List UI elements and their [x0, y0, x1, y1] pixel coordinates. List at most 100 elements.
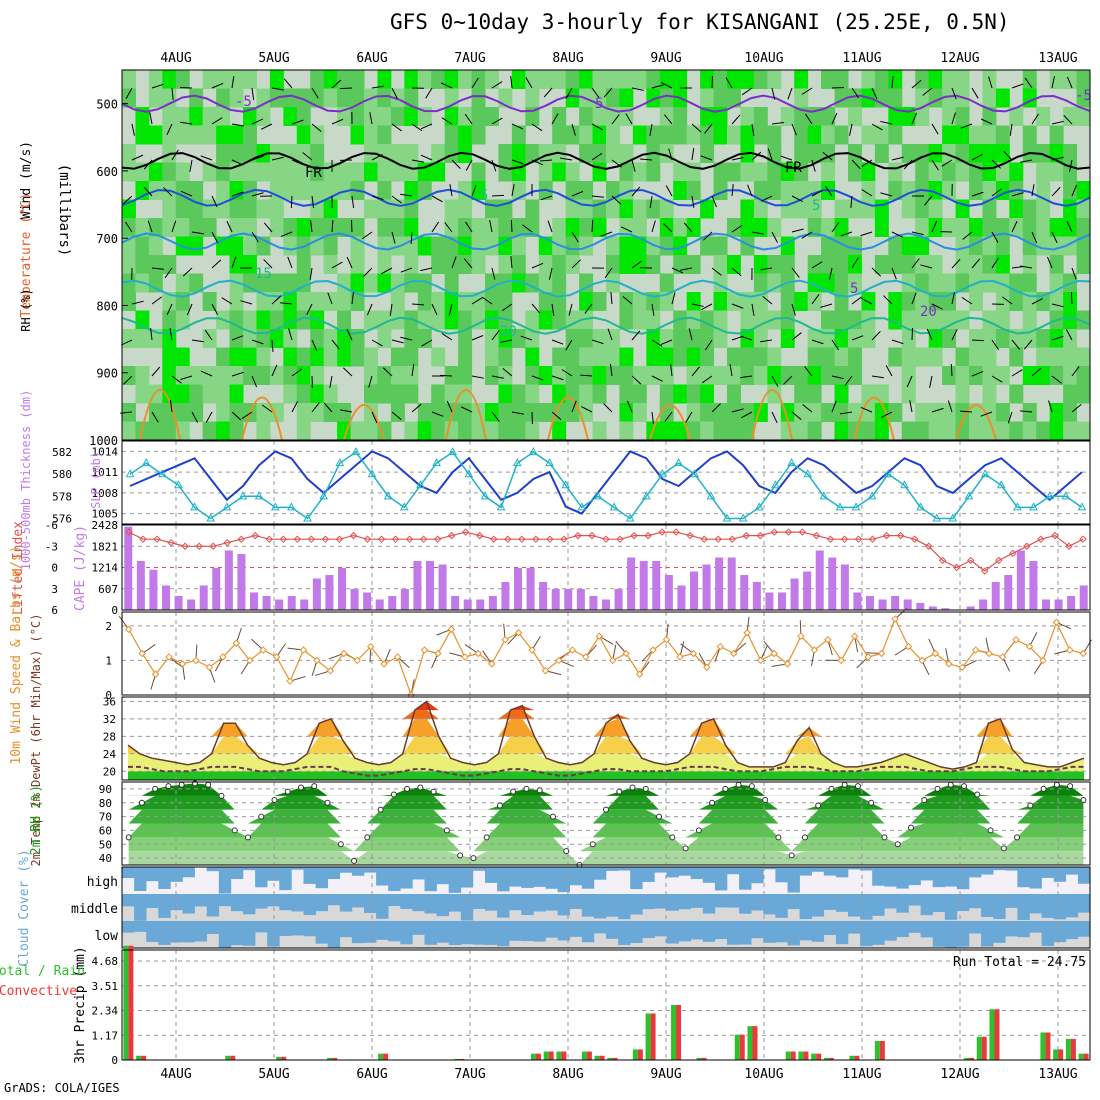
profile-ylabel: (millibars) [56, 164, 72, 257]
rh2m-marker [205, 781, 212, 788]
wind-barb [543, 87, 553, 98]
lifted-index-marker [237, 535, 245, 543]
rh-cell [646, 366, 661, 385]
contour-label: 5 [850, 281, 858, 297]
rh-cell [498, 255, 513, 274]
rh-cell [310, 181, 325, 200]
wind-barb [302, 152, 313, 161]
bottom-date-label: 4AUG [160, 1067, 191, 1082]
cloud-level-label: middle [71, 902, 118, 917]
rh-cell [1022, 403, 1037, 422]
rh-cell [525, 218, 540, 237]
wind-barb [491, 375, 504, 379]
wind-barb [525, 77, 533, 89]
rh-cell [390, 403, 405, 422]
cloud-bar [811, 867, 825, 872]
wind-speed-marker [326, 667, 335, 675]
rh2m-marker [457, 852, 464, 859]
wind-speed-marker [931, 649, 940, 658]
wind-barb [651, 375, 663, 382]
wind-barb [1051, 335, 1064, 341]
rh-cell [229, 236, 244, 256]
precip-total-bar [543, 1051, 549, 1060]
wind-speed-marker [447, 625, 456, 633]
rh2m-tick-label: 50 [99, 838, 112, 851]
wind-barb [911, 112, 918, 125]
precip-total-bar [136, 1055, 142, 1060]
wind-barb [571, 259, 582, 269]
cloud-ylabel: Cloud Cover (%) [17, 849, 32, 966]
cloud-bar [678, 867, 691, 876]
lifted-index-marker [630, 531, 638, 540]
rh-cell [794, 366, 809, 385]
rh-cell [646, 88, 661, 108]
rh-cell [1022, 329, 1037, 348]
rh-cell [256, 107, 271, 126]
cloud-bar [848, 921, 861, 934]
rh-cell [1076, 421, 1091, 441]
wind-speed-marker [945, 660, 953, 668]
wind-barb [411, 403, 422, 413]
rh-cell [565, 70, 580, 89]
wind-barb [591, 339, 604, 345]
cloud-bar [860, 867, 873, 871]
thickness-marker [900, 480, 909, 489]
rh-cell [673, 162, 688, 182]
rh-cell [310, 329, 325, 348]
temperature-contour [445, 389, 487, 441]
rh-cell [861, 403, 876, 422]
cloud-bar [364, 921, 377, 943]
wind-barb [571, 123, 576, 136]
rh-cell [632, 255, 647, 274]
precip-conv-bar [141, 1055, 147, 1060]
rh-cell [713, 366, 728, 385]
cloud-bar [1077, 867, 1091, 884]
rh-cell [1036, 236, 1051, 256]
slp-frame [121, 440, 1091, 525]
rh-cell [848, 366, 862, 385]
rh-cell [1063, 310, 1078, 330]
rh-cell [148, 70, 163, 89]
rh-cell [1009, 292, 1024, 311]
wind-speed-marker [367, 642, 375, 651]
rh-cell [606, 236, 620, 256]
wind-barb [329, 375, 333, 388]
rh-cell [888, 181, 903, 200]
cloud-bar [630, 894, 643, 915]
cloud-bar [908, 921, 921, 933]
wind-barb [367, 303, 373, 316]
wind-barb [510, 219, 513, 233]
rh-cell [1022, 199, 1037, 219]
rh-cell [848, 347, 862, 367]
rh-cell [928, 347, 943, 367]
rh-cell [753, 366, 768, 385]
wind-barb [860, 231, 873, 237]
wind-barb [1071, 404, 1082, 413]
rh-cell [1063, 329, 1078, 348]
wind-barb [691, 123, 702, 133]
rh-cell [283, 236, 298, 256]
rh-cell [673, 421, 688, 441]
wind-barb [780, 155, 793, 161]
cloud-bar [122, 921, 135, 933]
rh-cell [1036, 181, 1051, 200]
pressure-tick-label: 800 [96, 299, 118, 313]
precip-conv-bar [739, 1034, 745, 1060]
lifted-index-marker [967, 556, 975, 565]
cloud-bar [146, 921, 159, 942]
rh-cell [834, 329, 849, 348]
rh-cell [713, 403, 728, 422]
slp-tick-label: 1014 [92, 445, 119, 458]
wind-speed-marker [837, 656, 845, 665]
cloud-bar [122, 867, 135, 879]
wind-barb [947, 400, 953, 413]
rh-cell [982, 347, 997, 367]
cloud-bar [291, 867, 304, 870]
cloud-bar [545, 921, 558, 938]
wind-barb [251, 231, 259, 243]
wind-barb [131, 300, 144, 305]
wind-barb [507, 632, 519, 645]
wind-barb [811, 261, 823, 269]
cloud-bar [908, 894, 921, 906]
wind-barb [941, 159, 953, 167]
